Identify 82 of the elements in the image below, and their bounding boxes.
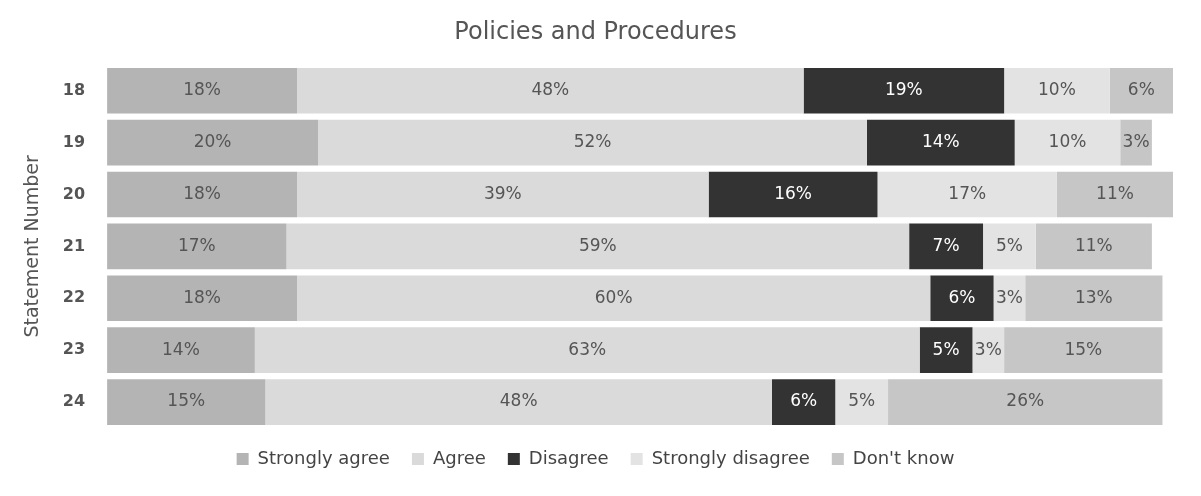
data-label: 18%	[183, 79, 221, 100]
bar	[1004, 67, 1110, 114]
data-label: 20%	[193, 131, 232, 152]
bar	[107, 67, 298, 114]
bar	[930, 275, 994, 322]
bar	[1109, 67, 1173, 114]
bar	[286, 223, 910, 270]
legend-label: Disagree	[528, 446, 609, 468]
y-tick-label: 24	[62, 391, 86, 411]
data-label: 6%	[948, 286, 976, 307]
bar	[983, 223, 1036, 270]
bar	[297, 67, 804, 114]
bar	[771, 379, 836, 425]
data-label: 18%	[183, 182, 221, 203]
bar	[1014, 119, 1121, 166]
data-label: 3%	[1122, 131, 1150, 152]
data-label: 5%	[995, 234, 1023, 255]
data-label: 11%	[1074, 234, 1113, 255]
bar	[1056, 171, 1173, 218]
data-label: 5%	[932, 338, 960, 359]
y-tick-label: 21	[62, 235, 86, 255]
data-label: 10%	[1038, 79, 1076, 100]
data-label: 15%	[167, 390, 206, 411]
data-label: 16%	[774, 182, 812, 203]
bar	[919, 327, 973, 373]
data-label: 15%	[1064, 338, 1103, 359]
data-label: 11%	[1096, 182, 1134, 203]
data-label: 6%	[1127, 79, 1155, 100]
bar	[972, 327, 1005, 373]
chart-title: Policies and Procedures	[454, 16, 737, 45]
data-label: 14%	[921, 131, 960, 152]
bar	[107, 223, 287, 270]
bar	[107, 119, 319, 166]
legend-label: Strongly disagree	[651, 446, 810, 468]
data-label: 39%	[483, 182, 522, 203]
y-tick-label: 18	[62, 79, 86, 99]
legend-label: Don't know	[852, 446, 955, 468]
data-label: 13%	[1074, 286, 1113, 307]
bar	[107, 379, 266, 425]
bar	[318, 119, 867, 166]
bar	[107, 327, 255, 373]
bar	[107, 275, 298, 322]
data-label: 18%	[183, 286, 221, 307]
data-label: 17%	[177, 234, 216, 255]
bar	[909, 223, 984, 270]
bar	[835, 379, 889, 425]
data-label: 3%	[995, 286, 1023, 307]
data-label: 7%	[932, 234, 960, 255]
data-label: 52%	[573, 131, 612, 152]
data-label: 3%	[974, 338, 1002, 359]
data-label: 5%	[848, 390, 876, 411]
legend-label: Agree	[432, 446, 486, 468]
data-label: 26%	[1006, 390, 1045, 411]
data-label: 10%	[1048, 131, 1087, 152]
y-axis-title: Statement Number	[20, 155, 43, 338]
bar	[803, 67, 1005, 114]
data-label: 59%	[578, 234, 617, 255]
y-tick-label: 23	[62, 339, 86, 359]
bar	[1025, 275, 1163, 322]
data-label: 48%	[531, 79, 570, 100]
data-label: 63%	[568, 338, 607, 359]
y-tick-label: 22	[62, 287, 86, 307]
bar	[254, 327, 920, 373]
bar	[866, 119, 1015, 166]
y-tick-label: 20	[62, 183, 86, 203]
data-label: 19%	[884, 79, 923, 100]
data-label: 6%	[790, 390, 818, 411]
bar	[1004, 327, 1163, 373]
data-label: 17%	[948, 182, 987, 203]
legend-label: Strongly agree	[257, 446, 390, 468]
bar	[297, 275, 931, 322]
bar	[265, 379, 772, 425]
y-tick-label: 19	[62, 131, 86, 151]
bar	[297, 171, 709, 218]
data-label: 14%	[162, 338, 200, 359]
bar	[107, 171, 298, 218]
bar	[888, 379, 1163, 425]
bar	[1035, 223, 1152, 270]
bar	[877, 171, 1057, 218]
data-label: 60%	[594, 286, 633, 307]
bar	[708, 171, 878, 218]
data-label: 48%	[499, 390, 538, 411]
